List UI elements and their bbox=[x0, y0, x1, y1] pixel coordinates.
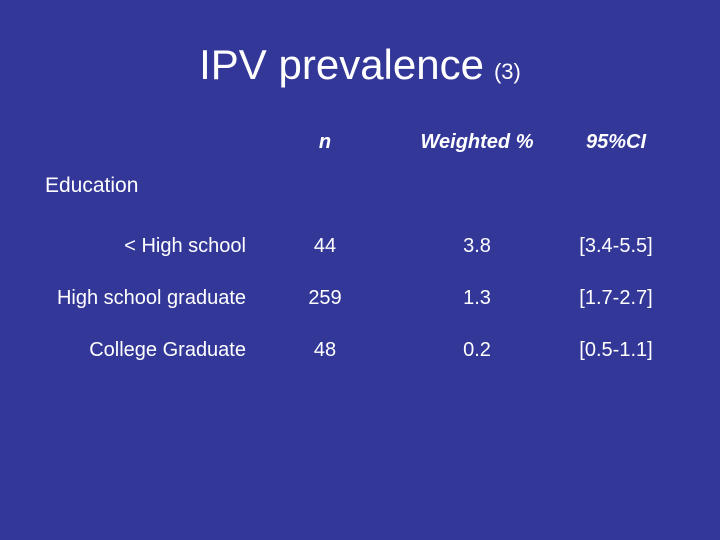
column-header-95ci: 95%CI bbox=[585, 131, 647, 153]
row-n-value: 259 bbox=[308, 287, 342, 309]
row-ci-value: [1.7-2.7] bbox=[579, 287, 653, 309]
row-ci-value: [3.4-5.5] bbox=[579, 235, 653, 257]
slide-title-text: IPV prevalence bbox=[199, 41, 484, 88]
row-n-value: 44 bbox=[313, 235, 337, 257]
table-header-row: n Weighted % 95%CI bbox=[40, 130, 682, 154]
table-row: College Graduate 48 0.2 [0.5-1.1] bbox=[40, 338, 682, 362]
slide-title-number: (3) bbox=[493, 59, 521, 84]
slide-title: IPV prevalence (3) bbox=[0, 41, 720, 89]
row-n-value: 48 bbox=[313, 339, 337, 361]
header-empty-cell bbox=[40, 130, 246, 154]
row-label: High school graduate bbox=[56, 287, 246, 309]
row-label: < High school bbox=[124, 235, 246, 257]
row-ci-value: [0.5-1.1] bbox=[579, 339, 653, 361]
group-label-education: Education bbox=[45, 174, 139, 197]
table-row: High school graduate 259 1.3 [1.7-2.7] bbox=[40, 286, 682, 310]
row-weighted-value: 3.8 bbox=[463, 235, 491, 257]
column-header-n: n bbox=[318, 131, 332, 153]
row-weighted-value: 1.3 bbox=[463, 287, 491, 309]
row-weighted-value: 0.2 bbox=[463, 339, 491, 361]
column-header-weighted-percent: Weighted % bbox=[420, 131, 534, 153]
table-row: < High school 44 3.8 [3.4-5.5] bbox=[40, 234, 682, 258]
row-label: College Graduate bbox=[89, 339, 246, 361]
